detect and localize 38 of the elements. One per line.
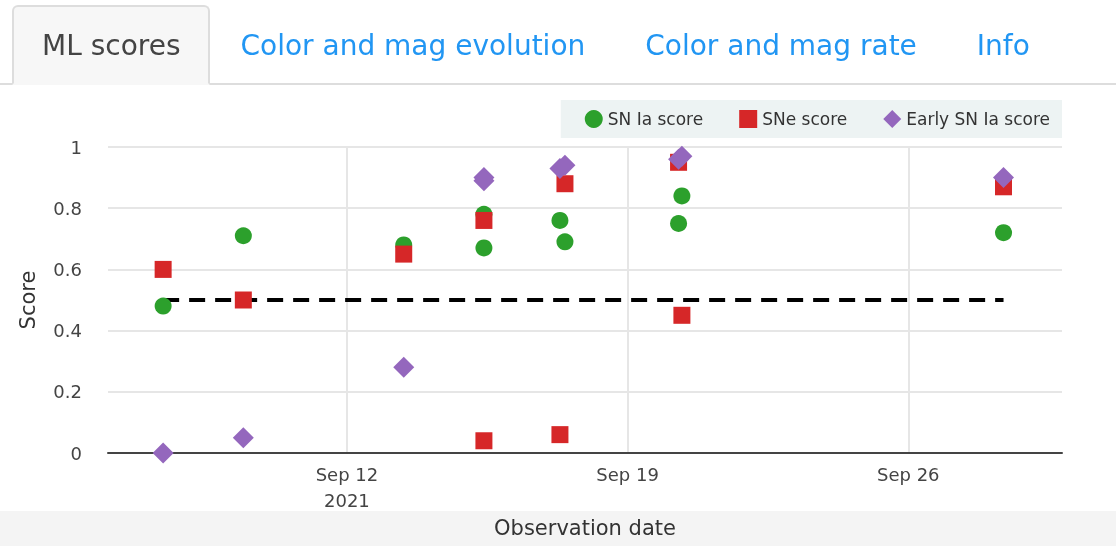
point <box>551 426 569 444</box>
x-tick-label: Sep 26 <box>877 463 940 485</box>
point <box>995 224 1013 242</box>
y-axis-title: Score <box>15 270 40 330</box>
point <box>234 227 252 245</box>
point <box>395 245 413 263</box>
y-tick-label: 0.4 <box>53 320 82 342</box>
point <box>993 167 1015 189</box>
legend-label: Early SN Ia score <box>906 109 1050 129</box>
point <box>475 211 493 229</box>
text: Info <box>975 27 1031 64</box>
text: Color and mag rate <box>644 27 918 64</box>
point <box>670 215 688 232</box>
legend-label: SNe score <box>762 109 848 129</box>
point <box>556 175 574 193</box>
point <box>154 297 172 315</box>
point <box>556 233 574 251</box>
point <box>551 211 569 229</box>
point <box>232 427 254 449</box>
point <box>673 306 691 324</box>
y-tick-label: 0 <box>70 442 82 464</box>
x-axis-title: Observation date <box>494 516 676 541</box>
x-tick-label: Sep 12 2021 <box>315 463 379 511</box>
text: Color and mag evolution <box>239 27 587 64</box>
point <box>152 442 174 464</box>
legend-label: SN Ia score <box>607 109 704 129</box>
y-tick-label: 0.8 <box>53 197 82 219</box>
point <box>234 291 252 309</box>
x-tick-label: Sep 19 <box>596 463 659 485</box>
text: ML scores <box>12 5 211 85</box>
point <box>475 432 493 450</box>
point <box>475 239 493 257</box>
y-tick-label: 1 <box>70 136 82 158</box>
point <box>393 356 415 378</box>
point <box>673 187 691 205</box>
y-tick-label: 0.2 <box>53 381 82 403</box>
point <box>154 260 172 278</box>
y-tick-label: 0.6 <box>53 258 82 280</box>
